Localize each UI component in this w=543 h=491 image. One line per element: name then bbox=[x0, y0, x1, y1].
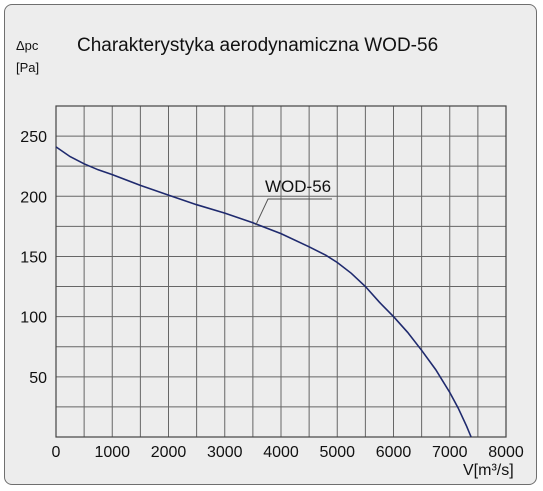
y-axis-label-symbol: Δpc bbox=[16, 38, 39, 53]
y-tick-label: 50 bbox=[29, 370, 47, 387]
series-label-wod-56: WOD-56 bbox=[265, 177, 331, 196]
x-tick-label: 1000 bbox=[94, 444, 130, 461]
x-tick-label: 3000 bbox=[207, 444, 243, 461]
x-tick-label: 5000 bbox=[319, 444, 355, 461]
annotation-leader-line bbox=[255, 198, 332, 226]
chart-title: Charakterystyka aerodynamiczna WOD-56 bbox=[77, 35, 438, 56]
y-tick-label: 250 bbox=[20, 129, 47, 146]
x-tick-label: 2000 bbox=[151, 444, 187, 461]
x-tick-label: 7000 bbox=[432, 444, 468, 461]
plot-border bbox=[55, 105, 507, 438]
x-tick-label: 0 bbox=[52, 444, 61, 461]
series-layer: WOD-56 bbox=[55, 146, 472, 438]
grid bbox=[55, 105, 507, 438]
x-axis-label: V[m³/s] bbox=[463, 462, 514, 479]
x-tick-label: 8000 bbox=[488, 444, 524, 461]
y-tick-label: 150 bbox=[20, 249, 47, 266]
tick-labels: 0 1000 2000 3000 4000 5000 6000 7000 8000 50 100 15… bbox=[20, 129, 524, 461]
y-axis-label-unit: [Pa] bbox=[16, 60, 39, 75]
x-tick-label: 6000 bbox=[376, 444, 412, 461]
y-tick-label: 200 bbox=[20, 189, 47, 206]
y-tick-label: 100 bbox=[20, 310, 47, 327]
series-line-wod-56 bbox=[55, 146, 472, 438]
x-tick-label: 4000 bbox=[263, 444, 299, 461]
